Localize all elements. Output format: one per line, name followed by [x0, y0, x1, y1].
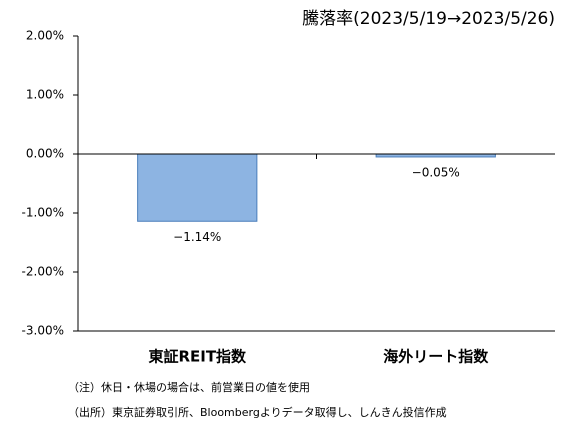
value-label: −0.05%: [412, 165, 460, 179]
y-tick-label: 0.00%: [26, 147, 64, 161]
y-tick-label: 2.00%: [26, 29, 64, 43]
note: （注）休日・休場の場合は、前営業日の値を使用: [68, 380, 310, 394]
chart-title: 騰落率(2023/5/19→2023/5/26): [302, 9, 555, 29]
y-tick-label: 1.00%: [26, 88, 64, 102]
x-tick-label: 東証REIT指数: [148, 348, 247, 366]
bar: [137, 153, 258, 222]
y-tick-label: -3.00%: [22, 324, 64, 338]
x-tick-label: 海外リート指数: [383, 348, 489, 366]
note: （出所）東京証券取引所、Bloombergよりデータ取得し、しんきん投信作成: [68, 405, 447, 419]
y-tick-label: -1.00%: [22, 206, 64, 220]
y-tick-label: -2.00%: [22, 265, 64, 279]
value-label: −1.14%: [173, 230, 221, 244]
